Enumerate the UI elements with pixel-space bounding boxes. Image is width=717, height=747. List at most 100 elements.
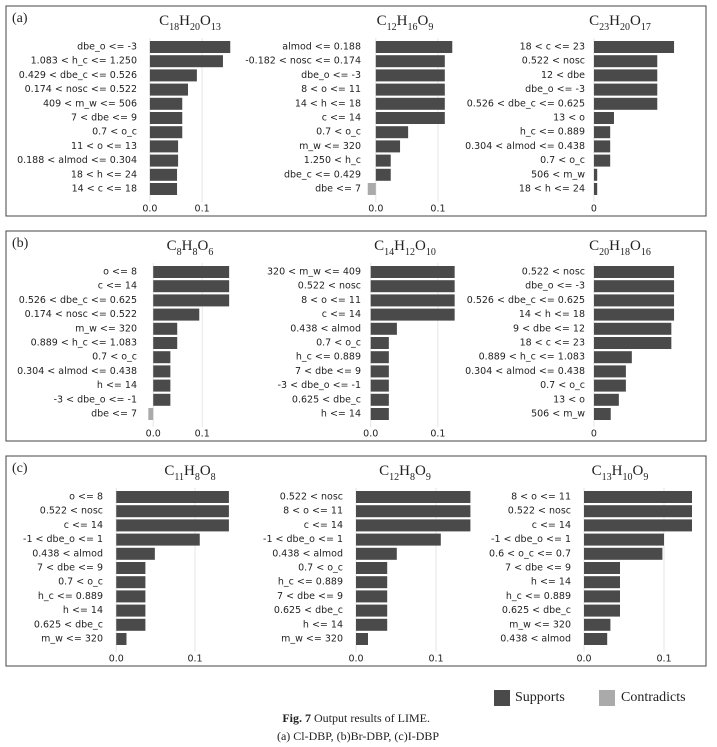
legend-label: Contradicts <box>621 690 686 705</box>
chart-title: C8H8O6 <box>167 238 214 257</box>
bar <box>593 408 611 420</box>
chart-title: C20H18O16 <box>589 238 651 257</box>
bar <box>584 618 611 631</box>
y-tick-label: 18 < c <= 23 <box>520 42 585 53</box>
y-tick-label: 0.6 < o_c <= 0.7 <box>489 548 571 559</box>
legend-swatch <box>494 690 510 706</box>
bar <box>356 505 471 518</box>
y-tick-label: 8 < o <= 11 <box>511 492 571 503</box>
y-tick-label: -1 < dbe_o <= 1 <box>263 534 343 545</box>
y-tick-label: 7 < dbe <= 9 <box>71 113 137 124</box>
y-tick-label: 506 < m_w <box>531 409 585 420</box>
y-tick-label: c <= 14 <box>98 281 137 292</box>
bar <box>593 140 611 153</box>
bar <box>593 183 598 195</box>
y-tick-label: m_w <= 320 <box>75 323 137 334</box>
bar <box>593 308 675 321</box>
bar <box>153 322 178 335</box>
y-tick-label: 0.174 < nosc <= 0.522 <box>25 84 137 95</box>
bar <box>148 408 154 420</box>
bar <box>356 604 388 617</box>
bar <box>116 618 146 631</box>
y-tick-label: h <= 14 <box>303 619 343 630</box>
x-tick-label: 0.1 <box>187 654 202 665</box>
bar <box>149 41 231 53</box>
y-tick-label: dbe_o <= -3 <box>301 70 361 81</box>
bar <box>584 604 620 617</box>
bar <box>370 266 455 278</box>
bar <box>593 393 619 406</box>
bar <box>584 576 620 589</box>
y-tick-label: o <= 8 <box>69 492 103 503</box>
bar <box>593 280 675 293</box>
y-tick-label: 0.526 < dbe_c <= 0.625 <box>467 295 585 306</box>
y-tick-label: 12 < dbe <box>541 70 585 81</box>
bar <box>584 533 664 546</box>
bar <box>116 633 127 645</box>
bar <box>370 280 455 293</box>
bar <box>149 69 197 82</box>
bar <box>370 322 397 335</box>
y-tick-label: 0.7 < o_c <box>92 127 137 138</box>
chart-title: C12H16O9 <box>377 13 434 32</box>
y-tick-label: 0.7 < o_c <box>540 155 585 166</box>
caption-text: Output results of LIME. <box>314 711 430 725</box>
y-tick-label: h_c <= 0.889 <box>506 591 571 602</box>
bar <box>593 126 611 139</box>
bar <box>370 408 389 420</box>
bar <box>375 168 391 181</box>
y-tick-label: 7 < dbe <= 9 <box>505 563 571 574</box>
y-tick-label: -1 < dbe_o <= 1 <box>491 534 571 545</box>
y-tick-label: 0.7 < o_c <box>92 352 137 363</box>
bar <box>593 168 598 181</box>
bar <box>584 562 620 574</box>
y-tick-label: h <= 14 <box>531 577 571 588</box>
bar <box>593 337 672 349</box>
bar <box>584 505 692 518</box>
y-tick-label: 0.7 < o_c <box>58 577 103 588</box>
x-tick-label: 0 <box>591 204 597 215</box>
y-tick-label: c <= 14 <box>532 520 571 531</box>
caption-label: Fig. 7 <box>282 711 311 725</box>
bar <box>370 337 389 349</box>
y-tick-label: o <= 8 <box>103 267 137 278</box>
y-tick-label: 0.429 < dbe_c <= 0.526 <box>19 70 137 81</box>
panel-frame <box>5 5 707 217</box>
panel-label: (a) <box>12 11 28 26</box>
bar <box>153 393 171 406</box>
bar <box>367 183 376 195</box>
y-tick-label: 0.526 < dbe_c <= 0.625 <box>19 295 137 306</box>
bar <box>375 154 391 167</box>
x-tick-label: 0.0 <box>576 654 591 665</box>
panel-frame <box>5 455 707 667</box>
panel-label: (b) <box>12 236 29 251</box>
y-tick-label: h <= 14 <box>97 380 137 391</box>
y-tick-label: -3 < dbe_o <= -1 <box>278 380 361 391</box>
legend-label: Supports <box>515 690 565 705</box>
y-tick-label: 0.526 < dbe_c <= 0.625 <box>467 98 585 109</box>
y-tick-label: 0.522 < nosc <box>508 506 571 517</box>
bar <box>375 140 401 153</box>
bar <box>370 379 389 392</box>
y-tick-label: 7 < dbe <= 9 <box>277 591 343 602</box>
y-tick-label: h <= 14 <box>63 605 103 616</box>
y-tick-label: 0.438 < almod <box>32 548 103 559</box>
bar <box>593 365 626 378</box>
y-tick-label: 0.625 < dbe_c <box>292 394 361 405</box>
y-tick-label: 0.625 < dbe_c <box>34 619 103 630</box>
bar <box>356 590 388 603</box>
x-tick-label: 0 <box>591 429 597 440</box>
y-tick-label: c <= 14 <box>322 113 361 124</box>
bar <box>153 308 200 321</box>
x-tick-label: 0.1 <box>430 204 445 215</box>
y-tick-label: 0.522 < nosc <box>298 281 361 292</box>
bar <box>375 41 453 53</box>
bar <box>149 154 179 167</box>
bar <box>356 533 441 546</box>
y-tick-label: c <= 14 <box>322 309 361 320</box>
chart-title: C13H10O9 <box>592 463 649 482</box>
y-tick-label: 320 < m_w <= 409 <box>267 267 361 278</box>
y-tick-label: 11 < o <= 13 <box>71 141 137 152</box>
bar <box>149 83 188 96</box>
caption-subtitle: (a) Cl-DBP, (b)Br-DBP, (c)I-DBP <box>277 729 439 743</box>
